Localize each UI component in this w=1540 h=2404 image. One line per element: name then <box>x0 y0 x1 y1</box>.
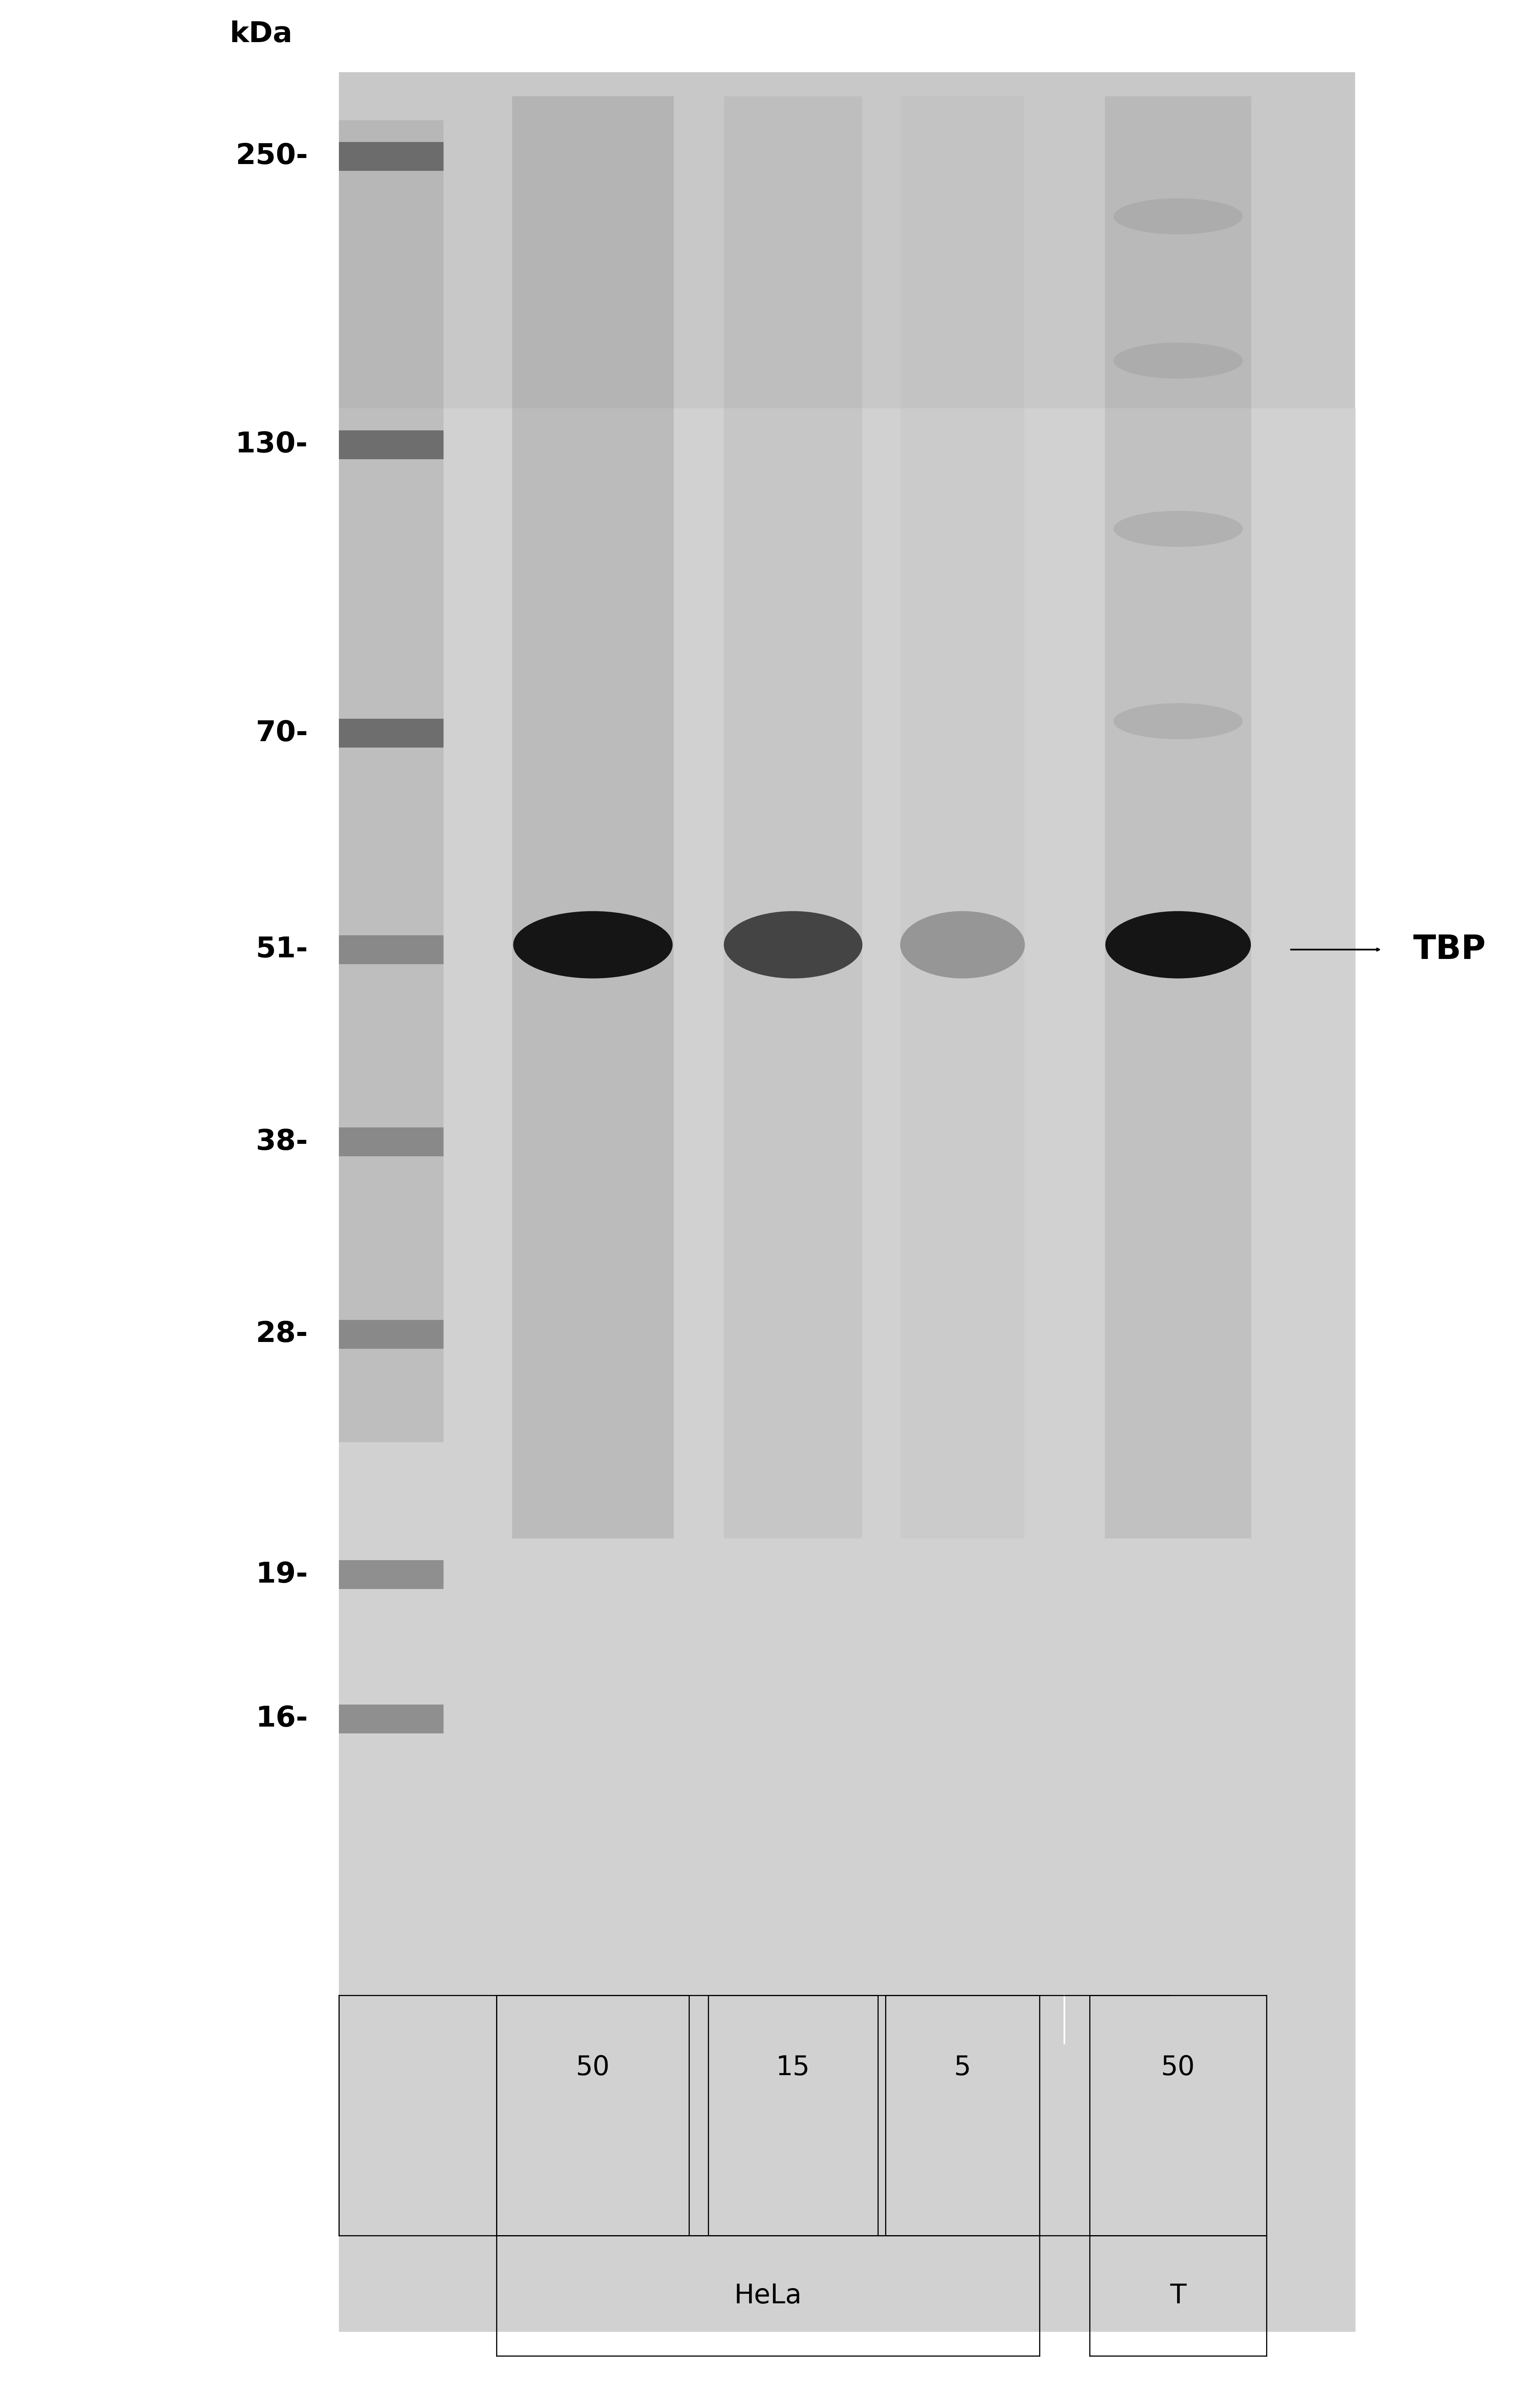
Ellipse shape <box>1106 911 1250 978</box>
FancyBboxPatch shape <box>901 96 1024 1539</box>
FancyBboxPatch shape <box>339 120 444 1442</box>
Text: kDa: kDa <box>229 19 293 48</box>
FancyBboxPatch shape <box>339 1320 444 1349</box>
Ellipse shape <box>1113 200 1243 236</box>
Ellipse shape <box>1113 704 1243 740</box>
FancyBboxPatch shape <box>339 72 1355 1995</box>
Text: 250-: 250- <box>236 142 308 171</box>
Text: 5: 5 <box>953 2053 972 2082</box>
Ellipse shape <box>1113 344 1243 377</box>
FancyBboxPatch shape <box>339 1127 444 1156</box>
Text: 19-: 19- <box>256 1560 308 1589</box>
FancyBboxPatch shape <box>724 96 862 1539</box>
Text: 16-: 16- <box>256 1704 308 1733</box>
Text: 38-: 38- <box>256 1127 308 1156</box>
Ellipse shape <box>899 911 1026 978</box>
Ellipse shape <box>1113 512 1243 548</box>
FancyBboxPatch shape <box>339 1560 444 1589</box>
Text: TBP: TBP <box>1414 933 1486 966</box>
FancyBboxPatch shape <box>339 430 444 459</box>
Text: 130-: 130- <box>236 430 308 459</box>
Text: 50: 50 <box>576 2053 610 2082</box>
FancyBboxPatch shape <box>339 142 444 171</box>
FancyBboxPatch shape <box>511 96 675 1539</box>
Ellipse shape <box>513 911 673 978</box>
Ellipse shape <box>724 911 862 978</box>
Text: HeLa: HeLa <box>735 2281 802 2310</box>
FancyBboxPatch shape <box>339 1704 444 1733</box>
Text: T: T <box>1170 2281 1186 2310</box>
Text: 50: 50 <box>1161 2053 1195 2082</box>
FancyBboxPatch shape <box>339 935 444 964</box>
FancyBboxPatch shape <box>1106 96 1250 1539</box>
FancyBboxPatch shape <box>339 719 444 748</box>
Text: 70-: 70- <box>256 719 308 748</box>
Text: 28-: 28- <box>256 1320 308 1349</box>
Text: 51-: 51- <box>256 935 308 964</box>
Text: 15: 15 <box>776 2053 810 2082</box>
